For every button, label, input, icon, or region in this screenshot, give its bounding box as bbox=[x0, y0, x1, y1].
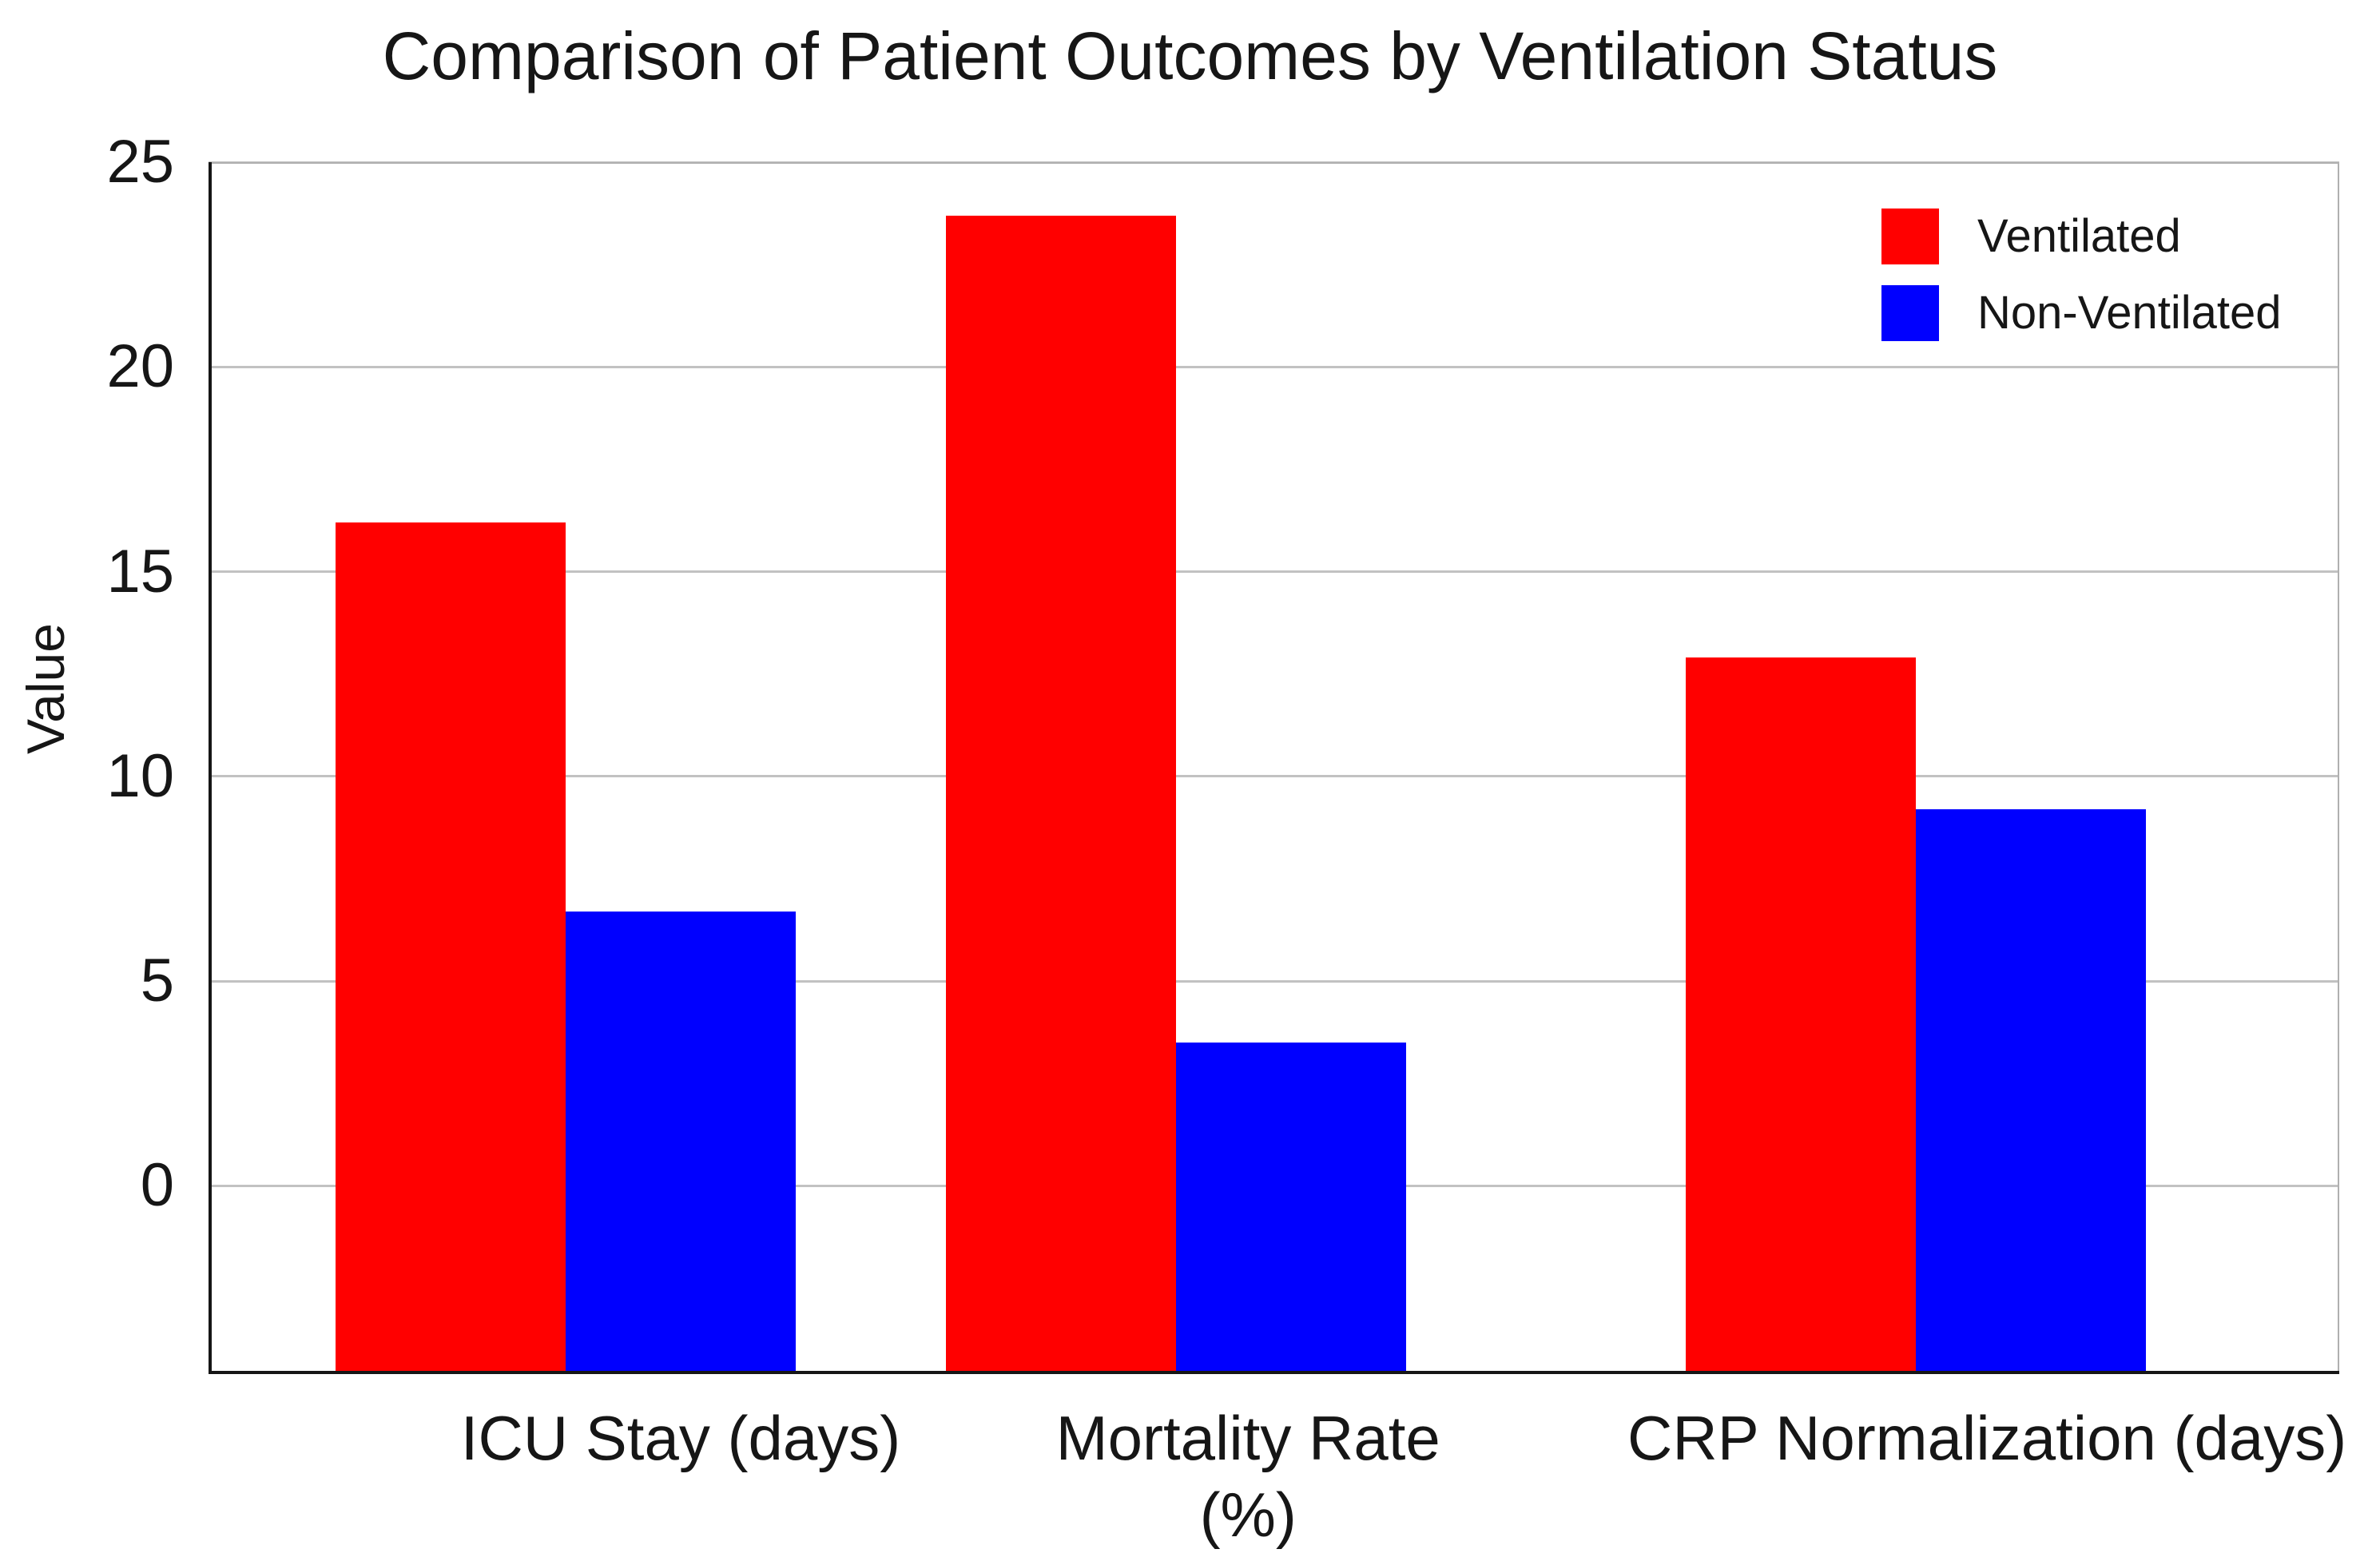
x-category-label-3: CRP Normalization (days) bbox=[1627, 1403, 2347, 1473]
plot-top-border bbox=[209, 162, 2339, 164]
legend-label-non-ventilated: Non-Ventilated bbox=[1977, 287, 2282, 339]
bar-non-ventilated-crp-normalization-days- bbox=[1916, 808, 2147, 1374]
x-axis-line bbox=[209, 1371, 2339, 1374]
y-tick-label-20: 20 bbox=[106, 332, 174, 401]
y-axis-line bbox=[209, 162, 212, 1374]
y-tick-label-15: 15 bbox=[106, 537, 174, 606]
y-tick-label-0: 0 bbox=[140, 1151, 174, 1220]
legend-label-ventilated: Ventilated bbox=[1977, 210, 2181, 262]
x-category-label-1: ICU Stay (days) bbox=[460, 1403, 901, 1473]
chart-title: Comparison of Patient Outcomes by Ventil… bbox=[382, 18, 1998, 93]
legend-row-non-ventilated: Non-Ventilated bbox=[1881, 285, 2281, 341]
gridline-10 bbox=[209, 775, 2339, 778]
bar-non-ventilated-mortality-rate- bbox=[1176, 1042, 1407, 1374]
plot-area bbox=[209, 161, 2339, 1374]
bar-ventilated-crp-normalization-days- bbox=[1686, 657, 1917, 1374]
legend-swatch-ventilated bbox=[1881, 209, 1939, 264]
bar-non-ventilated-icu-stay-days- bbox=[565, 911, 797, 1374]
x-axis-labels: ICU Stay (days) Mortality Rate (%) CRP Norm… bbox=[209, 1400, 2346, 1559]
gridline-5 bbox=[209, 979, 2339, 983]
legend: Ventilated Non-Ventilated bbox=[1881, 209, 2281, 341]
legend-row-ventilated: Ventilated bbox=[1881, 209, 2281, 264]
bar-ventilated-icu-stay-days- bbox=[335, 522, 566, 1374]
x-category-label-2: Mortality Rate (%) bbox=[1055, 1403, 1440, 1550]
y-tick-label-25: 25 bbox=[106, 128, 174, 196]
gridline-20 bbox=[209, 365, 2339, 368]
y-axis-ticks: 0 5 10 15 20 25 bbox=[0, 132, 174, 1374]
bar-ventilated-mortality-rate- bbox=[946, 215, 1177, 1374]
y-tick-label-10: 10 bbox=[106, 741, 174, 810]
legend-swatch-non-ventilated bbox=[1881, 285, 1939, 341]
gridline-15 bbox=[209, 570, 2339, 573]
y-tick-label-5: 5 bbox=[140, 947, 174, 1015]
plot-right-border bbox=[2338, 162, 2339, 1374]
